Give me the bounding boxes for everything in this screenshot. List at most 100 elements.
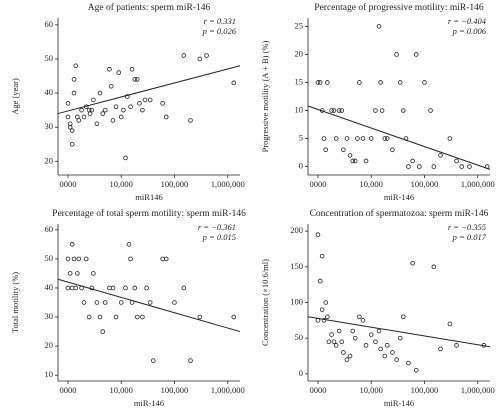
data-point <box>394 52 399 57</box>
y-tick-label: 20 <box>45 340 54 350</box>
data-point <box>107 66 112 72</box>
data-point <box>333 343 339 348</box>
data-point <box>163 114 169 120</box>
data-point <box>384 136 390 141</box>
y-tick-label: 100 <box>290 296 303 306</box>
data-point <box>124 94 130 99</box>
data-point <box>147 97 153 103</box>
data-point <box>118 300 124 305</box>
data-point <box>431 164 437 169</box>
data-point <box>410 260 415 266</box>
data-point <box>65 256 71 262</box>
y-tick-label: 5 <box>299 133 303 143</box>
data-point <box>188 358 193 363</box>
stat-annotation: r = −0.355 <box>448 222 486 232</box>
y-tick-label: 60 <box>45 19 54 29</box>
data-point <box>94 300 100 305</box>
data-point <box>376 24 382 29</box>
data-point <box>347 153 353 158</box>
x-tick-label: 10,000 <box>360 385 383 395</box>
y-tick-label: 20 <box>295 48 304 58</box>
data-point <box>129 66 135 72</box>
data-point <box>467 164 472 169</box>
data-point <box>459 164 464 169</box>
data-point <box>132 77 138 82</box>
data-point <box>79 285 84 291</box>
y-tick-label: 40 <box>45 87 54 97</box>
data-point <box>331 108 337 113</box>
data-point <box>382 353 388 359</box>
data-point <box>140 107 145 113</box>
data-point <box>181 53 187 58</box>
x-tick-label: 0000 <box>59 385 76 395</box>
data-point <box>368 332 374 337</box>
data-point <box>339 339 345 345</box>
data-point <box>110 285 116 291</box>
stat-annotation: p = 0.017 <box>452 232 487 242</box>
data-point <box>79 107 84 113</box>
data-point <box>315 318 321 323</box>
chart-title: Percentage of total sperm motility: sper… <box>52 208 246 219</box>
data-point <box>319 108 325 113</box>
data-point <box>403 136 409 141</box>
y-tick-label: 10 <box>295 104 304 114</box>
data-point <box>197 56 203 62</box>
data-point <box>91 97 96 103</box>
data-point <box>137 101 142 106</box>
data-point <box>123 285 128 291</box>
data-point <box>438 346 443 352</box>
x-axis-label: miR-146 <box>384 192 414 202</box>
data-point <box>150 358 156 363</box>
x-tick-label: 10,000 <box>110 179 133 189</box>
trend-line <box>307 105 491 170</box>
data-point <box>163 256 169 262</box>
data-point <box>357 314 362 320</box>
data-point <box>355 136 360 141</box>
data-point <box>317 278 323 284</box>
data-point <box>83 256 89 262</box>
data-point <box>333 136 339 141</box>
data-point <box>360 318 366 323</box>
data-point <box>397 80 403 85</box>
data-point <box>329 108 334 113</box>
data-point <box>204 53 209 58</box>
data-point <box>75 271 80 276</box>
x-axis-label: miR146 <box>135 192 162 202</box>
data-point <box>69 128 75 133</box>
data-point <box>410 158 415 164</box>
y-axis-label: Total motility (%) <box>10 272 20 333</box>
x-tick-label: 0000 <box>309 179 326 189</box>
y-axis-label: Age (year) <box>10 78 20 115</box>
data-point <box>123 155 128 161</box>
data-point <box>350 328 356 334</box>
data-point <box>323 300 329 305</box>
data-point <box>188 118 193 123</box>
y-tick-label: 30 <box>45 121 54 131</box>
data-point <box>69 141 75 147</box>
data-point <box>382 136 388 141</box>
stat-annotation: r = −0.404 <box>448 16 487 26</box>
data-point <box>394 357 399 362</box>
y-tick-label: 50 <box>45 253 54 263</box>
data-point <box>65 285 71 291</box>
data-point <box>347 353 353 359</box>
y-tick-label: 10 <box>45 369 54 379</box>
chart-title: Concentration of spermatozoa: sperm miR-… <box>310 208 489 219</box>
data-point <box>317 80 323 85</box>
data-point <box>422 80 427 85</box>
trend-line <box>307 316 491 348</box>
data-point <box>102 300 108 305</box>
stat-annotation: p = 0.006 <box>452 26 487 36</box>
data-point <box>83 104 89 110</box>
data-point <box>447 136 453 141</box>
data-point <box>341 147 346 153</box>
data-point <box>378 80 383 85</box>
data-point <box>89 107 95 113</box>
data-point <box>197 314 203 320</box>
y-tick-label: 20 <box>45 155 54 165</box>
x-tick-label: 100,000 <box>161 385 189 395</box>
x-tick-label: 0000 <box>309 385 326 395</box>
data-point <box>121 107 126 113</box>
y-axis-label: Concentration (×10.6/ml) <box>260 259 270 346</box>
trend-line <box>57 278 241 333</box>
